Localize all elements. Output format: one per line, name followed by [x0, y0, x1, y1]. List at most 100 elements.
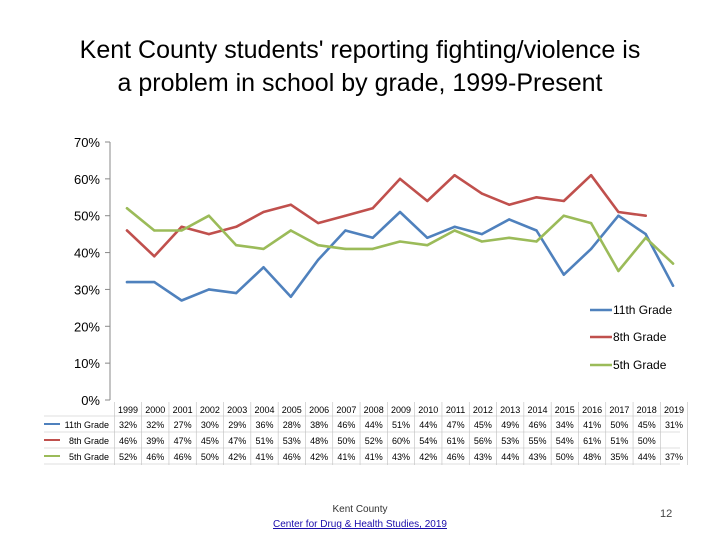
data-point-5th-grade: [262, 247, 265, 251]
data-point-8th-grade: [262, 210, 265, 214]
data-point-11th-grade: [316, 258, 320, 262]
y-tick-label: 30%: [74, 282, 100, 297]
table-cell: 45%: [474, 420, 492, 430]
data-point-5th-grade: [535, 240, 538, 243]
data-point-8th-grade: [207, 232, 211, 236]
table-cell: 42%: [419, 452, 437, 462]
data-point-11th-grade: [289, 295, 292, 298]
legend-label: 5th Grade: [613, 358, 667, 372]
table-cell: 44%: [419, 420, 437, 430]
data-point-11th-grade: [371, 236, 374, 240]
table-cell: 51%: [392, 420, 410, 430]
table-cell: 46%: [146, 452, 164, 462]
y-tick-label: 0%: [81, 393, 100, 408]
table-cell: 47%: [447, 420, 465, 430]
data-point-11th-grade: [617, 214, 620, 217]
data-point-5th-grade: [207, 214, 211, 217]
table-cell: 46%: [119, 436, 137, 446]
data-point-8th-grade: [426, 199, 429, 203]
table-cell: 36%: [255, 420, 273, 430]
series-line-5th-grade: [125, 207, 675, 273]
data-point-8th-grade: [644, 214, 647, 217]
data-point-8th-grade: [535, 196, 538, 199]
table-cell: 49%: [501, 420, 519, 430]
table-header-year: 2015: [555, 405, 575, 415]
data-point-11th-grade: [262, 266, 265, 269]
data-point-8th-grade: [589, 173, 593, 177]
table-cell: 61%: [583, 436, 601, 446]
table-header-year: 2004: [254, 405, 274, 415]
data-point-5th-grade: [125, 207, 129, 210]
table-cell: 42%: [228, 452, 246, 462]
table-cell: 27%: [174, 420, 192, 430]
legend-label: 11th Grade: [613, 303, 672, 317]
table-cell: 35%: [610, 452, 628, 462]
data-point-11th-grade: [125, 280, 129, 284]
table-cell: 45%: [201, 436, 219, 446]
table-cell: 47%: [174, 436, 192, 446]
data-point-11th-grade: [480, 232, 484, 236]
table-cell: 41%: [365, 452, 383, 462]
table-cell: 32%: [119, 420, 137, 430]
table-row-label: 5th Grade: [69, 452, 109, 462]
data-point-11th-grade: [589, 247, 593, 251]
data-point-5th-grade: [480, 240, 484, 243]
table-header-year: 2018: [637, 405, 657, 415]
data-point-11th-grade: [344, 229, 347, 232]
table-cell: 56%: [474, 436, 492, 446]
data-point-8th-grade: [453, 173, 456, 177]
table-header-year: 2001: [173, 405, 193, 415]
table-cell: 46%: [528, 420, 546, 430]
table-header-year: 2002: [200, 405, 220, 415]
table-cell: 46%: [174, 452, 192, 462]
table-cell: 42%: [310, 452, 328, 462]
table-header-year: 2003: [227, 405, 247, 415]
table-cell: 34%: [556, 420, 574, 430]
data-point-11th-grade: [398, 210, 402, 214]
table-cell: 31%: [665, 420, 683, 430]
y-tick-label: 20%: [74, 319, 100, 334]
y-tick-label: 70%: [74, 135, 100, 150]
chart-title: Kent County students' reporting fighting…: [0, 34, 720, 100]
table-cell: 32%: [146, 420, 164, 430]
series-line-8th-grade: [125, 173, 648, 258]
table-header-year: 2006: [309, 405, 329, 415]
table-header-year: 2000: [145, 405, 165, 415]
data-point-8th-grade: [508, 203, 511, 206]
footer-source-link[interactable]: Center for Drug & Health Studies, 2019: [273, 519, 447, 530]
data-point-8th-grade: [371, 207, 374, 210]
y-tick-label: 50%: [74, 209, 100, 224]
data-point-5th-grade: [371, 247, 374, 251]
data-point-8th-grade: [316, 221, 320, 225]
data-point-5th-grade: [153, 229, 156, 232]
data-point-5th-grade: [617, 269, 620, 273]
table-cell: 61%: [447, 436, 465, 446]
data-point-8th-grade: [617, 210, 620, 214]
table-cell: 51%: [610, 436, 628, 446]
data-point-11th-grade: [153, 280, 156, 284]
data-point-8th-grade: [180, 225, 183, 228]
data-point-5th-grade: [289, 229, 292, 232]
table-cell: 30%: [201, 420, 219, 430]
table-row-label: 11th Grade: [65, 420, 109, 430]
table-cell: 48%: [310, 436, 328, 446]
data-point-8th-grade: [289, 203, 292, 206]
table-cell: 46%: [447, 452, 465, 462]
legend-label: 8th Grade: [613, 330, 667, 344]
chart-title-line-1: Kent County students' reporting fighting…: [79, 36, 641, 64]
page-number: 12: [660, 508, 673, 520]
table-header-year: 2013: [500, 405, 520, 415]
data-point-11th-grade: [644, 232, 647, 236]
data-point-5th-grade: [344, 247, 347, 251]
table-cell: 52%: [365, 436, 383, 446]
table-cell: 50%: [201, 452, 219, 462]
table-cell: 41%: [337, 452, 355, 462]
data-point-8th-grade: [562, 199, 565, 203]
table-header-year: 2008: [364, 405, 384, 415]
table-cell: 41%: [583, 420, 601, 430]
table-cell: 43%: [392, 452, 410, 462]
table-header-year: 2012: [473, 405, 493, 415]
table-cell: 29%: [228, 420, 246, 430]
data-point-5th-grade: [671, 262, 675, 265]
data-point-11th-grade: [180, 299, 183, 302]
